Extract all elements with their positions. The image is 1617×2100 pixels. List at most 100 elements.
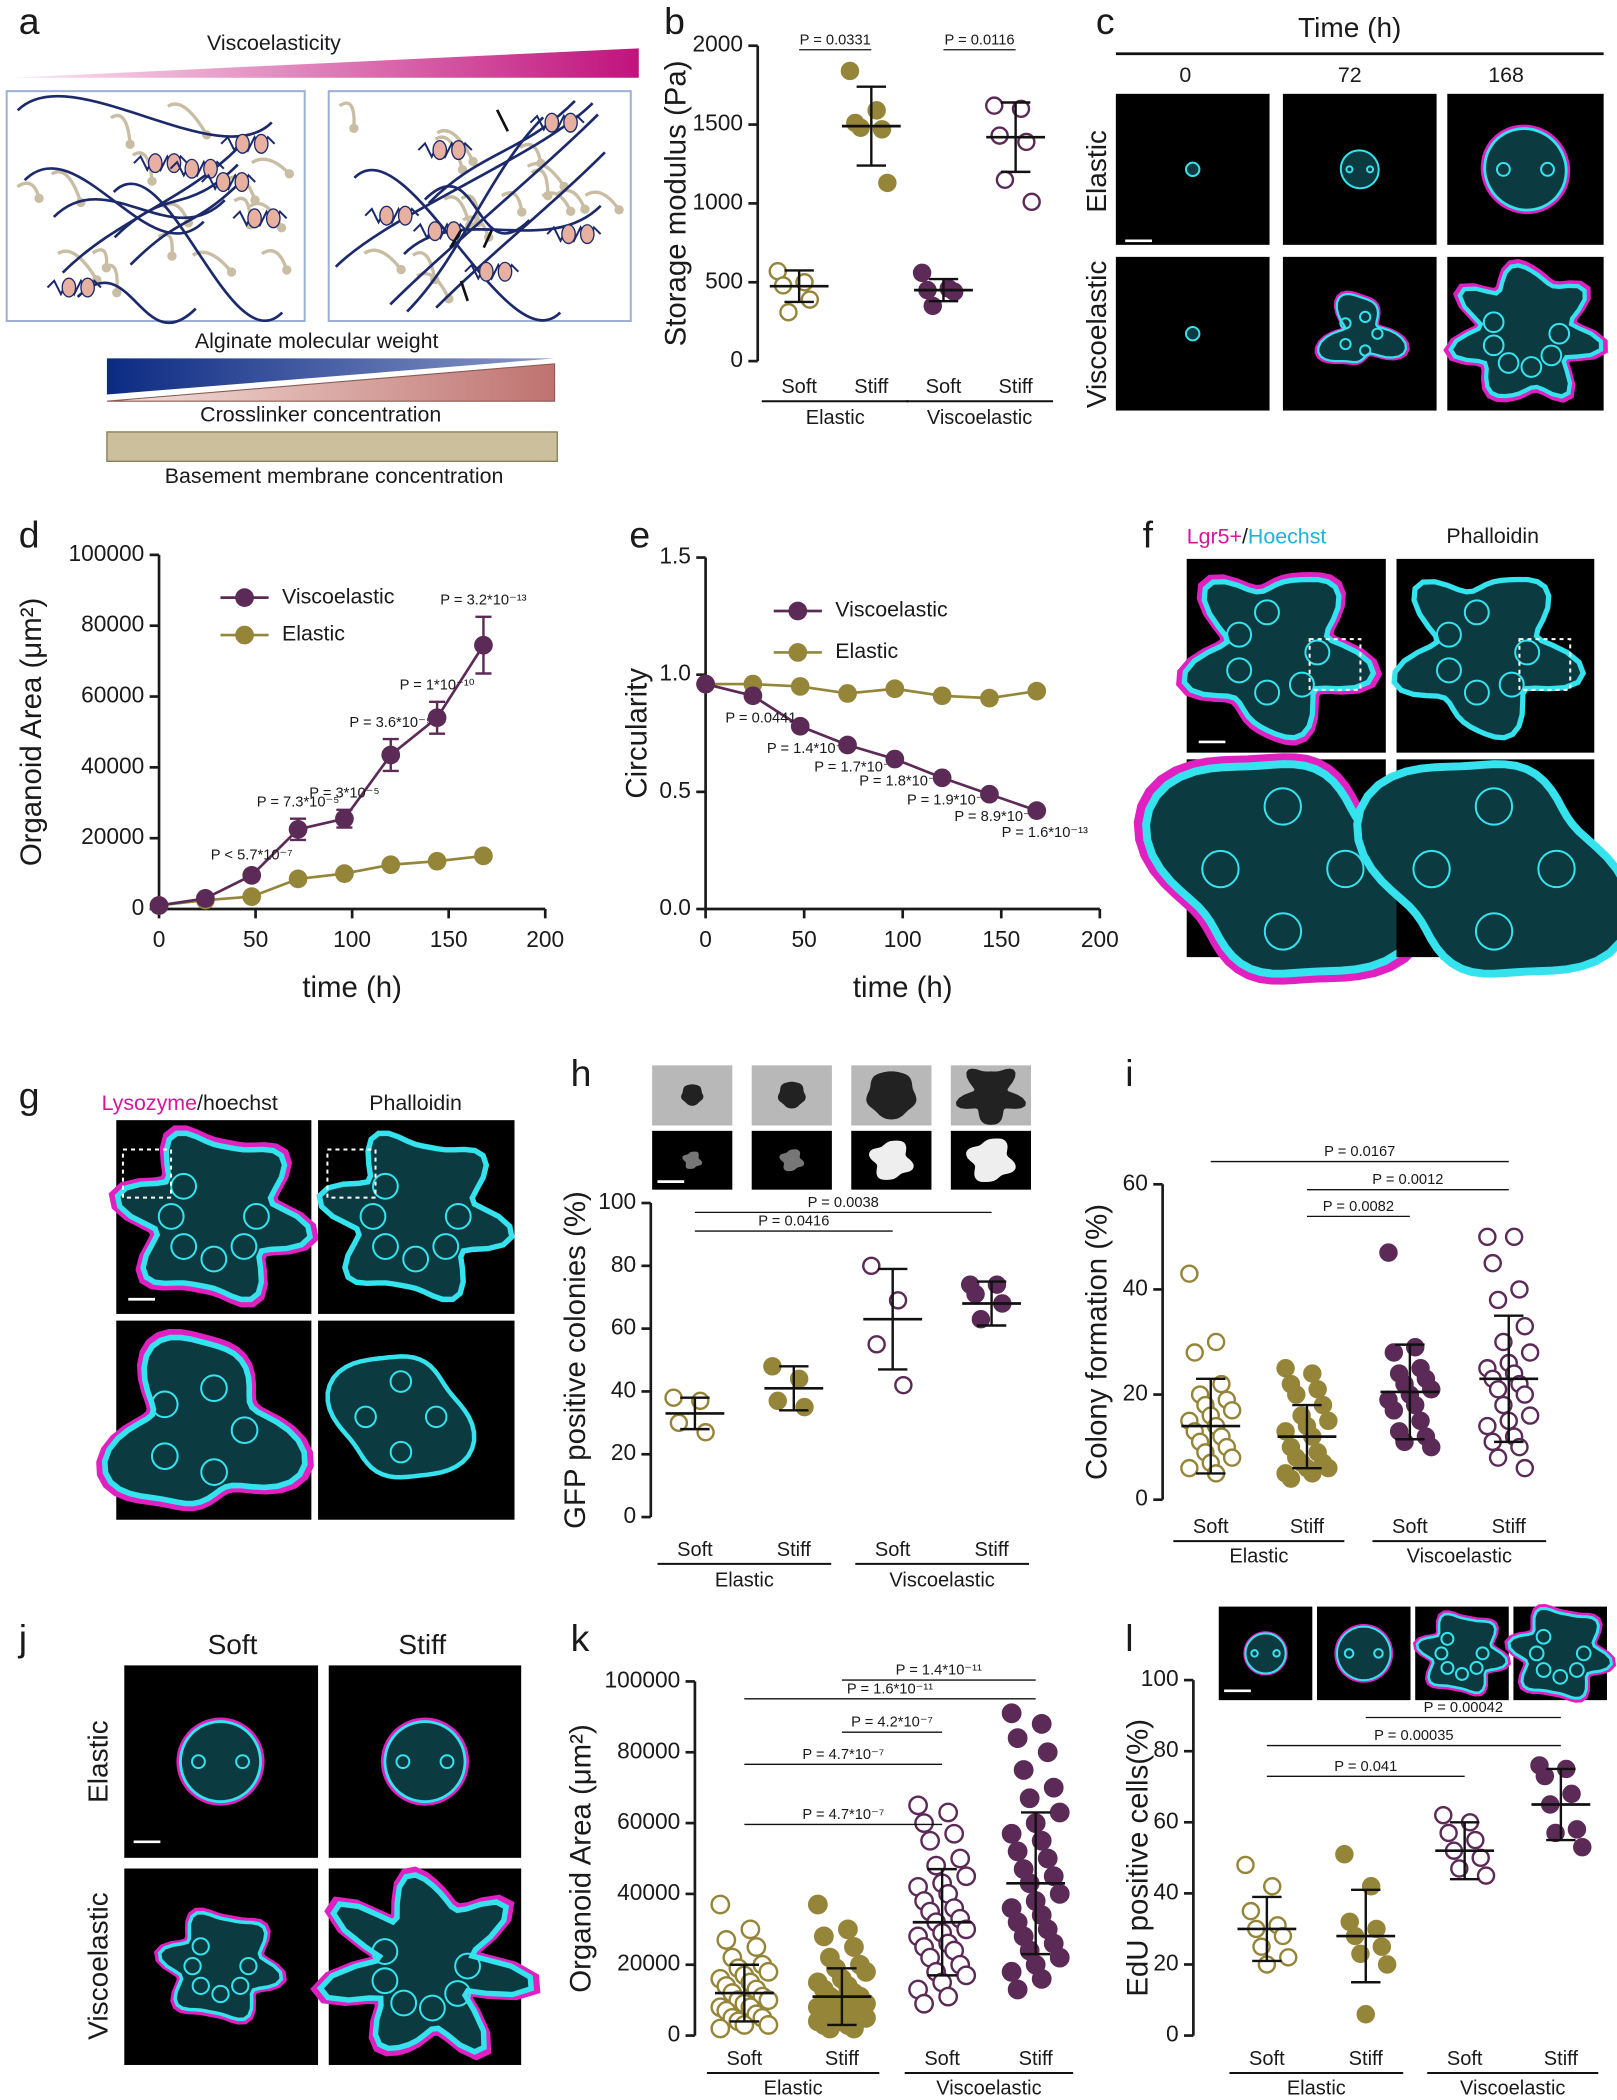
organoid [1185,326,1201,342]
group-label: Viscoelastic [1407,1545,1512,1567]
lumen [1339,317,1352,330]
brightfield-organoid [681,1084,704,1106]
y-tick-label: 40 [1123,1274,1148,1300]
p-value: P = 3.2*10⁻¹³ [440,593,526,609]
x-tick-label: 200 [1081,926,1119,952]
data-point [1001,1823,1022,1844]
data-point [985,96,1004,115]
lumen [200,1374,228,1403]
p-value: P < 5.7*10⁻⁷ [211,848,293,864]
data-point [1504,1227,1524,1247]
stain-header: Phalloidin [1446,524,1539,548]
data-point [840,61,860,81]
data-point [1483,1253,1502,1273]
p-value: P = 0.00042 [1424,1700,1503,1716]
data-point [995,170,1015,189]
data-point [872,120,892,139]
y-tick-label: 40000 [617,1879,680,1905]
lumen [157,1203,185,1230]
x-tick-label: Soft [1249,2048,1285,2070]
data-point [1001,1703,1022,1724]
lumen [243,1202,270,1230]
data-point [867,101,886,120]
gfp-signal [682,1151,703,1169]
lumen [1474,912,1514,951]
p-value: P = 1.8*10⁻¹⁰ [859,774,946,790]
x-tick-label: Soft [677,1539,713,1561]
time-label: 72 [1338,63,1362,87]
calcium-site [235,133,250,154]
calcium-site [247,208,262,229]
data-point [1241,1901,1261,1921]
lumen [170,1233,198,1260]
alginate-chain [112,182,284,323]
gradient-label: Alginate molecular weight [195,329,439,353]
p-value: P = 0.0012 [1372,1172,1443,1188]
stain-header: Phalloidin [369,1091,462,1115]
lumen [1339,337,1352,351]
lumen [1455,1666,1469,1681]
polymer-strand [434,135,465,171]
lumen [1440,1660,1455,1675]
y-tick-label: 100 [598,1188,636,1214]
polymer-strand [436,129,475,163]
data-point [944,1823,965,1844]
calcium-site [432,140,448,161]
data-point [971,1309,991,1329]
organoid [316,1872,535,2055]
alginate-chain [76,281,197,325]
data-point [1222,1448,1242,1467]
lumen [230,1416,259,1445]
calcium-site [497,261,513,282]
y-tick-label: 80000 [617,1737,680,1763]
data-point [1422,1380,1441,1399]
p-value: P = 4.7*10⁻⁷ [802,1807,884,1823]
panel-letter: f [1143,513,1154,555]
lumen [191,1976,210,1995]
x-tick-label: Stiff [777,1539,812,1561]
data-point [894,1375,913,1395]
row-label: Elastic [83,1720,114,1803]
brightfield-organoid [866,1071,917,1120]
lumen [402,1245,430,1273]
polymer-strand [530,168,550,196]
legend-marker [788,601,808,621]
lumen [390,1989,418,2017]
panel-letter: d [19,513,40,555]
y-tick-label: 100000 [604,1666,680,1692]
calcium-site [563,112,578,133]
data-point [710,2018,731,2039]
alginate-chain [23,167,205,235]
strand-end [396,264,406,275]
data-point [1478,1227,1497,1247]
lumen [235,1754,250,1770]
data-point [1351,1944,1370,1964]
lumen [1475,1646,1490,1661]
data-point [790,716,810,736]
lumen [1436,657,1462,684]
lumen [372,1172,399,1200]
p-value: P = 0.0038 [808,1195,879,1211]
y-tick-label: 0 [1166,2021,1179,2047]
data-point [1031,1969,1052,1989]
data-point [1478,1416,1497,1436]
polymer-strand [338,101,356,129]
lumen [1272,1649,1281,1658]
lumen [1435,621,1462,648]
p-value: P = 0.0331 [800,32,871,48]
data-point [743,686,763,706]
polymer-strand [57,249,99,281]
y-tick-label: 1.5 [659,543,691,569]
y-tick-label: 0 [1135,1485,1148,1511]
data-point [807,1894,828,1915]
data-point [938,1802,959,1823]
y-tick-label: 20 [1123,1380,1148,1406]
data-point [980,688,999,708]
lumen [191,1937,210,1956]
group-label: Elastic [715,1570,774,1592]
data-point [696,1423,715,1442]
x-tick-label: Stiff [1019,2048,1054,2070]
lumen [1498,671,1525,698]
group-label: Viscoelastic [889,1570,994,1592]
lumen [371,1967,399,1995]
